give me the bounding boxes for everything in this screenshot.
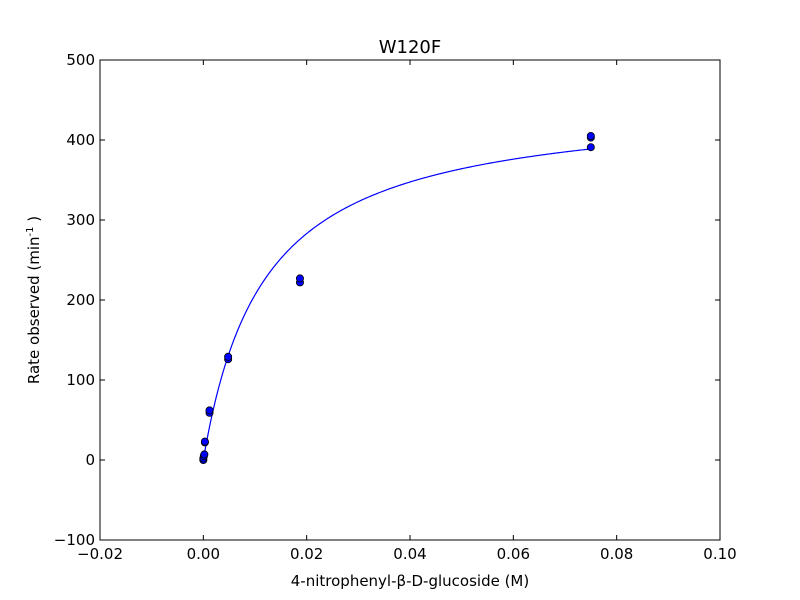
data-point: [200, 450, 209, 459]
data-point: [295, 274, 304, 283]
y-tick-label: 200: [66, 291, 95, 309]
y-axis-label-main: Rate observed (min: [25, 237, 43, 385]
x-tick-label: −0.02: [77, 545, 123, 563]
plot-frame: [99, 59, 721, 541]
x-tick-label: 0.00: [187, 545, 220, 563]
data-point: [586, 143, 595, 152]
y-tick-label: −100: [54, 531, 95, 549]
x-tick-label: 0.02: [290, 545, 323, 563]
data-point: [224, 352, 233, 361]
x-axis: −0.02 0.00 0.02 0.04 0.06 0.08 0.10: [77, 60, 737, 563]
y-tick-label: 300: [66, 211, 95, 229]
fit-curve: [202, 148, 591, 461]
data-point: [586, 131, 595, 140]
chart-title: W120F: [379, 37, 442, 58]
x-tick-label: 0.08: [600, 545, 633, 563]
plot-area: [199, 131, 595, 464]
y-tick-label: 0: [85, 451, 95, 469]
y-tick-label: 400: [66, 131, 95, 149]
x-tick-label: 0.06: [497, 545, 530, 563]
y-axis-label: Rate observed (min-1 ): [25, 216, 43, 384]
data-point: [200, 437, 209, 446]
data-point: [205, 406, 214, 415]
x-tick-label: 0.04: [393, 545, 426, 563]
y-axis-label-superscript: -1: [25, 227, 36, 237]
y-tick-label: 100: [66, 371, 95, 389]
x-axis-label: 4-nitrophenyl-β-D-glucoside (M): [291, 572, 529, 590]
x-tick-label: 0.10: [703, 545, 736, 563]
y-tick-label: 500: [66, 51, 95, 69]
y-axis: −100 0 100 200 300 400 500: [54, 51, 720, 549]
y-axis-label-tail: ): [25, 216, 43, 227]
